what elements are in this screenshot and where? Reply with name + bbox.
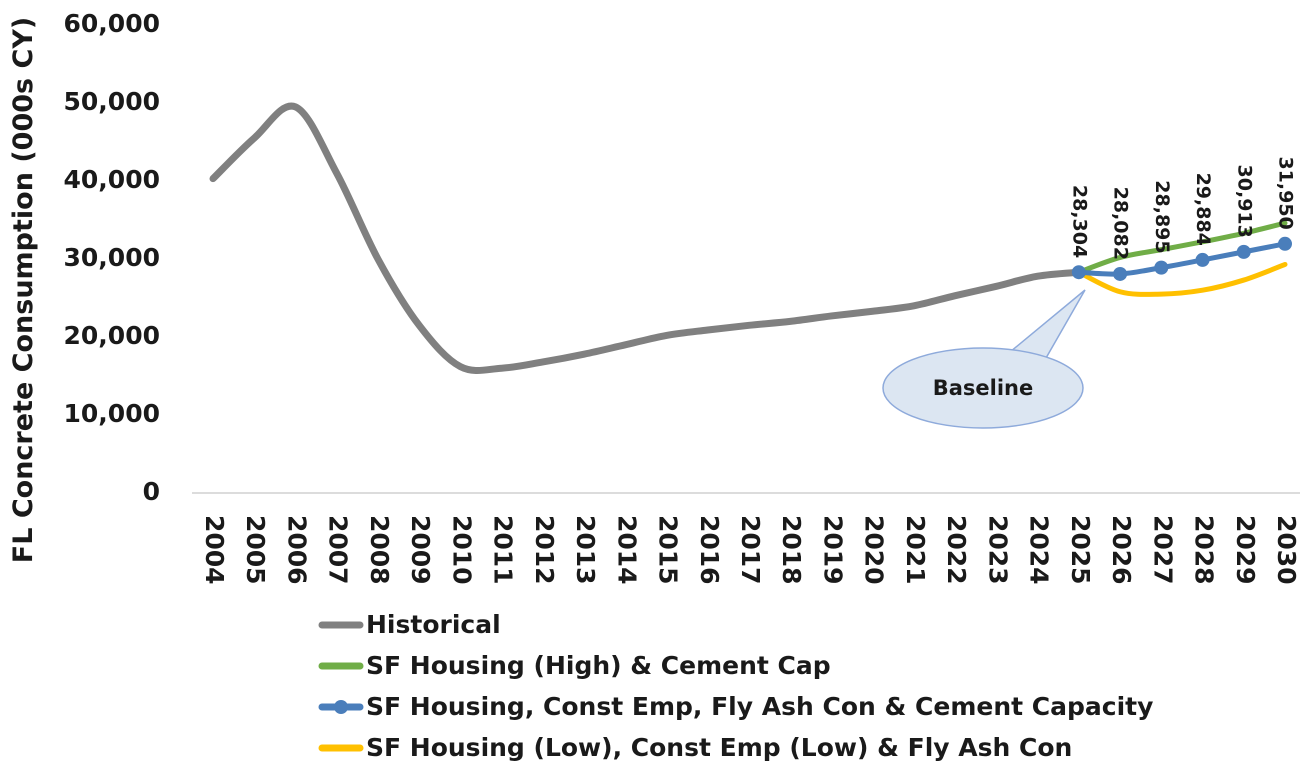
x-tick-label: 2027 (1148, 515, 1177, 585)
data-label: 29,884 (1192, 173, 1214, 246)
x-tick-label: 2013 (571, 515, 600, 585)
point (1236, 244, 1251, 259)
x-tick-label: 2017 (736, 515, 765, 585)
point (1278, 236, 1292, 251)
x-tick-label: 2028 (1190, 515, 1219, 585)
x-tick-label: 2004 (200, 515, 229, 585)
point (1195, 252, 1210, 267)
callout (882, 347, 1084, 429)
x-tick-label: 2015 (654, 515, 683, 585)
x-tick-label: 2026 (1107, 515, 1136, 585)
x-tick-label: 2012 (530, 515, 559, 585)
x-tick-label: 2007 (324, 515, 353, 585)
annotation: Baseline (933, 376, 1034, 400)
x-tick-label: 2030 (1272, 515, 1301, 585)
x-tick-label: 2006 (282, 515, 311, 585)
data-label: 30,913 (1233, 165, 1255, 238)
x-tick-label: 2022 (942, 515, 971, 585)
data-label: 28,082 (1110, 187, 1132, 260)
x-tick-label: 2023 (983, 515, 1012, 585)
legend-marker (334, 700, 348, 714)
point (1071, 265, 1086, 280)
x-tick-label: 2011 (489, 515, 518, 585)
legend-label: SF Housing (Low), Const Emp (Low) & Fly … (366, 733, 1072, 762)
x-tick-label: 2005 (241, 515, 270, 585)
y-tick-label: 60,000 (64, 9, 160, 38)
x-tick-label: 2009 (406, 515, 435, 585)
series-line (209, 102, 1083, 374)
x-tick-label: 2014 (612, 515, 641, 585)
x-tick-label: 2021 (901, 515, 930, 585)
x-tick-label: 2018 (777, 515, 806, 585)
x-tick-label: 2010 (447, 515, 476, 585)
x-tick-label: 2025 (1066, 515, 1095, 585)
y-tick-label: 0 (143, 477, 160, 506)
data-label: 28,895 (1151, 180, 1173, 253)
x-tick-label: 2008 (365, 515, 394, 585)
x-tick-label: 2024 (1025, 515, 1054, 585)
y-tick-label: 40,000 (64, 165, 160, 194)
point (1113, 266, 1128, 281)
x-tick-label: 2016 (695, 515, 724, 585)
data-label: 31,950 (1275, 156, 1297, 229)
y-tick-label: 20,000 (64, 321, 160, 350)
y-tick-label: 10,000 (64, 399, 160, 428)
y-tick-label: 50,000 (64, 87, 160, 116)
legend-label: Historical (366, 610, 501, 639)
x-tick-label: 2020 (860, 515, 889, 585)
data-label: 28,304 (1068, 185, 1090, 258)
callout-pointer (1008, 289, 1086, 359)
legend-label: SF Housing, Const Emp, Fly Ash Con & Cem… (366, 692, 1153, 721)
series-line (1076, 261, 1288, 297)
legend-label: SF Housing (High) & Cement Cap (366, 651, 831, 680)
y-tick-label: 30,000 (64, 243, 160, 272)
x-tick-label: 2029 (1231, 515, 1260, 585)
series-line (1076, 220, 1288, 275)
y-axis-label: FL Concrete Consumption (000s CY) (8, 17, 39, 563)
x-tick-label: 2019 (818, 515, 847, 585)
point (1154, 260, 1169, 275)
